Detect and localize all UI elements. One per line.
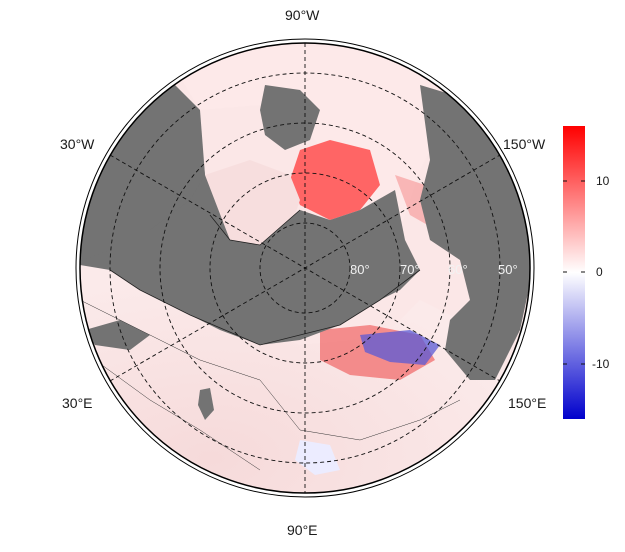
north-america-anomaly-region — [170, 45, 450, 230]
country-borders — [80, 299, 461, 441]
colorbar — [563, 126, 585, 419]
lon-label-90w: 90°W — [285, 7, 320, 23]
lat-label-70: 70° — [400, 262, 420, 277]
map-disc — [80, 43, 530, 493]
lat-label-50: 50° — [498, 262, 518, 277]
caspian-sea — [198, 388, 214, 420]
greenland — [205, 160, 300, 245]
map-outline — [79, 42, 531, 494]
mediterranean — [85, 320, 150, 350]
greenland-coast — [209, 209, 301, 246]
lat-label-60: 60° — [448, 262, 468, 277]
colorbar-ticks — [563, 180, 585, 365]
meridian-30e-150w — [109, 154, 501, 382]
lat-circle-70 — [209, 172, 401, 364]
lon-label-150e: 150°E — [508, 395, 547, 411]
eurasia-coast — [109, 269, 421, 346]
map-outline-outer — [75, 38, 535, 498]
lat-circle-60 — [159, 122, 451, 414]
lat-label-80: 80° — [350, 262, 370, 277]
lon-label-150w: 150°W — [503, 136, 546, 152]
canadian-archipelago-warm-patch — [290, 140, 380, 220]
lon-label-90e: 90°E — [287, 522, 318, 538]
lon-label-30e: 30°E — [62, 395, 93, 411]
colorbar-tick-10: 10 — [596, 174, 610, 188]
country-borders-2 — [94, 359, 261, 471]
central-asia-cold-patch — [295, 440, 340, 475]
colorbar-tick-0: 0 — [596, 265, 603, 279]
lon-label-30w: 30°W — [60, 136, 95, 152]
graticule — [109, 43, 501, 493]
colorbar-tick-neg10: -10 — [592, 357, 610, 371]
